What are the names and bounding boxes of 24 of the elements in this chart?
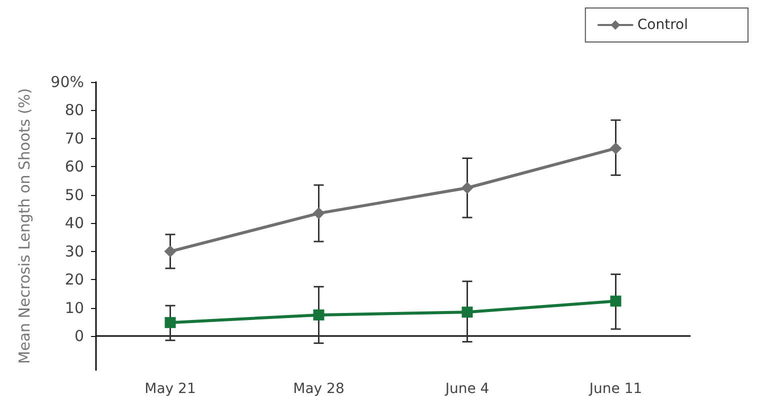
- y-tick-label: 70: [64, 129, 84, 148]
- point: [312, 207, 325, 220]
- y-tick-label: 80: [64, 101, 84, 120]
- y-tick-label: 50: [64, 186, 84, 204]
- point: [313, 309, 324, 320]
- y-tick-label: 60: [64, 158, 84, 176]
- point: [462, 306, 473, 318]
- y-tick-label: 40: [64, 214, 84, 232]
- x-tick-label: May 28: [293, 381, 344, 397]
- y-tick-label: 0: [74, 327, 84, 346]
- y-tick-label: 30: [64, 242, 84, 260]
- point: [610, 296, 622, 307]
- y-tick-label: 90%: [50, 73, 84, 91]
- x-tick-label: June 11: [588, 381, 642, 397]
- y-axis-title: Mean Necrosis Length on Shoots (%): [16, 88, 34, 364]
- legend-label: Control: [637, 17, 688, 33]
- point: [164, 245, 176, 258]
- point: [164, 317, 176, 328]
- point: [610, 142, 622, 154]
- point: [461, 182, 474, 194]
- x-tick-label: June 4: [444, 381, 490, 397]
- y-tick-label: 10: [64, 298, 84, 317]
- y-tick-label: 20: [64, 270, 84, 289]
- x-tick-label: May 21: [144, 381, 196, 397]
